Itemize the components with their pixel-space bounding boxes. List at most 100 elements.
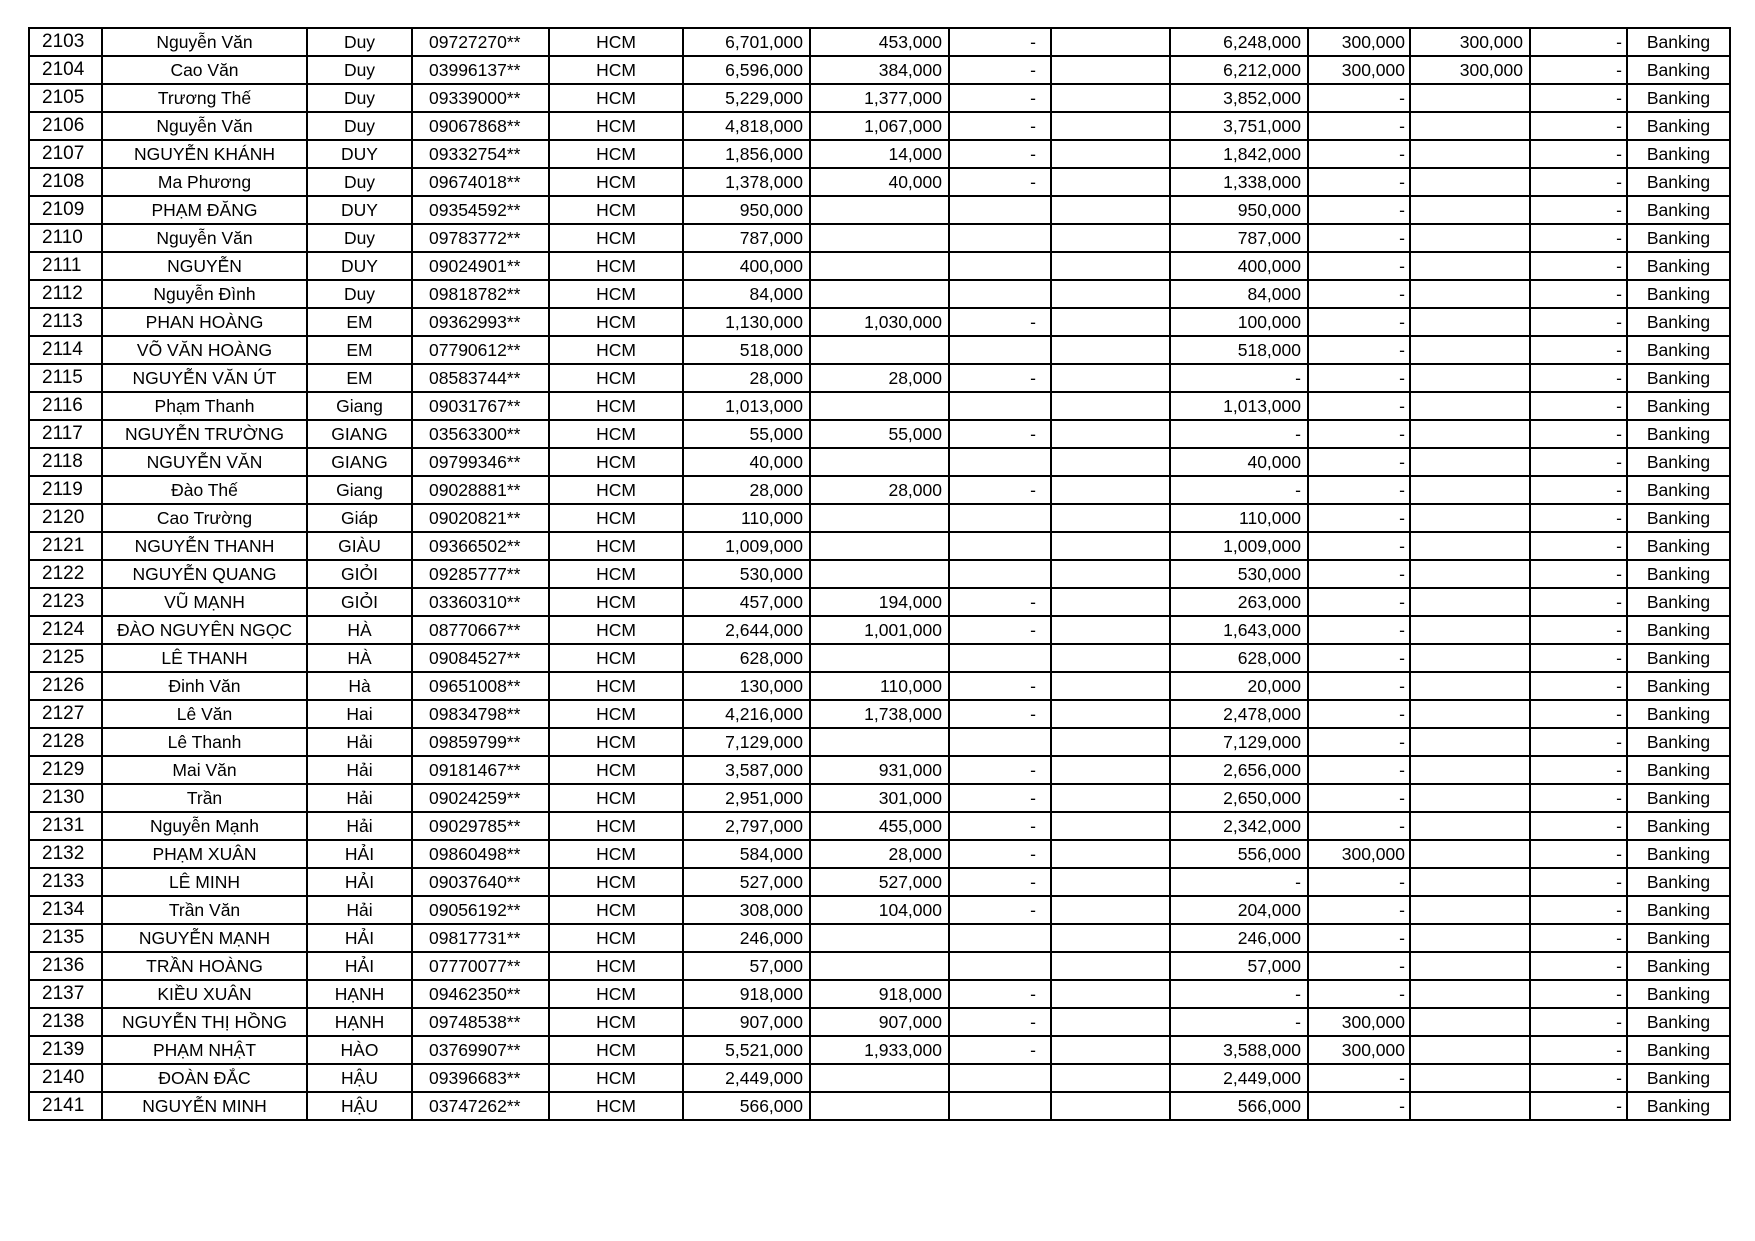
amount-deducted-cell [809, 447, 950, 477]
amount-deducted-cell [809, 251, 950, 281]
table-row: 2132 PHẠM XUÂN HẢI 09860498** HCM 584,000 28,0… [28, 839, 1731, 869]
amount-blank-cell [1050, 363, 1171, 393]
payment-method-cell: Banking [1626, 419, 1731, 449]
bonus-amount-cell: - [1307, 727, 1411, 757]
payment-method-cell: Banking [1626, 1091, 1731, 1121]
city-cell: HCM [548, 475, 684, 505]
amount-net-cell: 566,000 [1169, 1091, 1309, 1121]
extra-amount-cell [1409, 223, 1531, 253]
extra-amount-cell [1409, 83, 1531, 113]
adjustment-cell: - [1529, 167, 1628, 197]
amount-total-cell: 787,000 [682, 223, 811, 253]
table-row: 2130 Trần Hải 09024259** HCM 2,951,000 301,000… [28, 783, 1731, 813]
given-name-cell: GIỎI [306, 559, 413, 589]
phone-number-cell: 09020821** [411, 503, 550, 533]
payment-method-cell: Banking [1626, 923, 1731, 953]
amount-total-cell: 308,000 [682, 895, 811, 925]
extra-amount-cell [1409, 307, 1531, 337]
extra-amount-cell [1409, 699, 1531, 729]
table-row: 2116 Phạm Thanh Giang 09031767** HCM 1,013,00… [28, 391, 1731, 421]
city-cell: HCM [548, 83, 684, 113]
table-row: 2108 Ma Phương Duy 09674018** HCM 1,378,000 40… [28, 167, 1731, 197]
phone-number-cell: 09181467** [411, 755, 550, 785]
city-cell: HCM [548, 951, 684, 981]
given-name-cell: HÀ [306, 615, 413, 645]
city-cell: HCM [548, 335, 684, 365]
given-name-cell: HẬU [306, 1063, 413, 1093]
amount-dash-cell [948, 923, 1052, 953]
payment-method-cell: Banking [1626, 363, 1731, 393]
amount-blank-cell [1050, 895, 1171, 925]
given-name-cell: Duy [306, 223, 413, 253]
extra-amount-cell [1409, 139, 1531, 169]
amount-dash-cell [948, 503, 1052, 533]
amount-blank-cell [1050, 167, 1171, 197]
amount-dash-cell [948, 251, 1052, 281]
table-row: 2114 VÕ VĂN HOÀNG EM 07790612** HCM 518,000 51… [28, 335, 1731, 365]
amount-total-cell: 1,378,000 [682, 167, 811, 197]
extra-amount-cell [1409, 335, 1531, 365]
amount-blank-cell [1050, 671, 1171, 701]
payment-method-cell: Banking [1626, 755, 1731, 785]
amount-net-cell: 7,129,000 [1169, 727, 1309, 757]
table-row: 2117 NGUYỄN TRƯỜNG GIANG 03563300** HCM 55,00… [28, 419, 1731, 449]
table-row: 2136 TRẦN HOÀNG HẢI 07770077** HCM 57,000 57,0… [28, 951, 1731, 981]
surname-middle-name-cell: NGUYỄN MINH [101, 1091, 308, 1121]
surname-middle-name-cell: NGUYỄN VĂN [101, 447, 308, 477]
city-cell: HCM [548, 279, 684, 309]
adjustment-cell: - [1529, 755, 1628, 785]
table-row: 2135 NGUYỄN MẠNH HẢI 09817731** HCM 246,000 24… [28, 923, 1731, 953]
adjustment-cell: - [1529, 1035, 1628, 1065]
amount-total-cell: 4,216,000 [682, 699, 811, 729]
given-name-cell: HÀO [306, 1035, 413, 1065]
amount-deducted-cell [809, 643, 950, 673]
given-name-cell: Hai [306, 699, 413, 729]
amount-deducted-cell: 55,000 [809, 419, 950, 449]
payment-method-cell: Banking [1626, 839, 1731, 869]
row-number-cell: 2116 [28, 391, 103, 421]
surname-middle-name-cell: NGUYỄN QUANG [101, 559, 308, 589]
extra-amount-cell [1409, 531, 1531, 561]
amount-net-cell: 2,478,000 [1169, 699, 1309, 729]
city-cell: HCM [548, 419, 684, 449]
payment-method-cell: Banking [1626, 783, 1731, 813]
amount-net-cell: 246,000 [1169, 923, 1309, 953]
amount-net-cell: 57,000 [1169, 951, 1309, 981]
payment-method-cell: Banking [1626, 895, 1731, 925]
amount-dash-cell: - [948, 139, 1052, 169]
amount-deducted-cell: 527,000 [809, 867, 950, 897]
surname-middle-name-cell: Phạm Thanh [101, 391, 308, 421]
phone-number-cell: 09029785** [411, 811, 550, 841]
table-row: 2140 ĐOÀN ĐẮC HẬU 09396683** HCM 2,449,000 2,4… [28, 1063, 1731, 1093]
amount-total-cell: 1,130,000 [682, 307, 811, 337]
adjustment-cell: - [1529, 951, 1628, 981]
amount-blank-cell [1050, 755, 1171, 785]
city-cell: HCM [548, 111, 684, 141]
row-number-cell: 2140 [28, 1063, 103, 1093]
amount-net-cell: - [1169, 979, 1309, 1009]
amount-total-cell: 55,000 [682, 419, 811, 449]
amount-total-cell: 2,449,000 [682, 1063, 811, 1093]
adjustment-cell: - [1529, 811, 1628, 841]
surname-middle-name-cell: LÊ MINH [101, 867, 308, 897]
city-cell: HCM [548, 531, 684, 561]
city-cell: HCM [548, 587, 684, 617]
extra-amount-cell [1409, 251, 1531, 281]
adjustment-cell: - [1529, 83, 1628, 113]
row-number-cell: 2137 [28, 979, 103, 1009]
amount-total-cell: 28,000 [682, 475, 811, 505]
amount-blank-cell [1050, 447, 1171, 477]
extra-amount-cell [1409, 979, 1531, 1009]
extra-amount-cell [1409, 643, 1531, 673]
surname-middle-name-cell: PHAN HOÀNG [101, 307, 308, 337]
amount-total-cell: 950,000 [682, 195, 811, 225]
city-cell: HCM [548, 1091, 684, 1121]
amount-deducted-cell: 384,000 [809, 55, 950, 85]
bonus-amount-cell: - [1307, 531, 1411, 561]
surname-middle-name-cell: Cao Trường [101, 503, 308, 533]
amount-total-cell: 628,000 [682, 643, 811, 673]
table-row: 2112 Nguyễn Đình Duy 09818782** HCM 84,000 84,… [28, 279, 1731, 309]
amount-total-cell: 7,129,000 [682, 727, 811, 757]
given-name-cell: DUY [306, 195, 413, 225]
phone-number-cell: 09024259** [411, 783, 550, 813]
